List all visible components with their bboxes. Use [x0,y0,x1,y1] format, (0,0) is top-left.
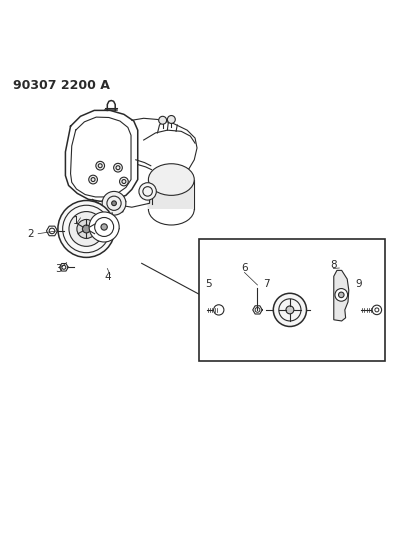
Circle shape [102,191,126,215]
Circle shape [89,212,119,242]
Circle shape [286,306,294,314]
FancyBboxPatch shape [148,180,194,209]
Bar [199,239,385,361]
Circle shape [139,183,156,200]
Text: 1: 1 [73,216,80,226]
Text: 4: 4 [105,272,111,282]
Circle shape [89,175,98,184]
Circle shape [112,201,116,206]
Circle shape [339,292,344,297]
Circle shape [119,177,128,186]
Circle shape [58,200,115,257]
Text: 5: 5 [206,279,212,289]
Circle shape [159,116,167,124]
Circle shape [273,293,306,327]
Polygon shape [334,270,349,321]
Text: 3: 3 [55,264,62,274]
Text: 7: 7 [263,279,269,289]
Circle shape [82,225,90,233]
Circle shape [49,228,55,233]
Text: 8: 8 [330,260,337,270]
Circle shape [168,116,175,124]
Circle shape [101,224,107,230]
Circle shape [214,305,224,315]
Circle shape [114,163,122,172]
Circle shape [69,212,104,246]
Circle shape [372,305,382,314]
Text: 6: 6 [241,263,248,273]
Circle shape [335,288,347,301]
Circle shape [96,161,105,170]
Ellipse shape [148,164,194,196]
Text: 90307 2200 A: 90307 2200 A [13,79,110,92]
Text: 2: 2 [28,229,34,239]
Circle shape [77,220,96,238]
Text: 9: 9 [356,279,362,289]
